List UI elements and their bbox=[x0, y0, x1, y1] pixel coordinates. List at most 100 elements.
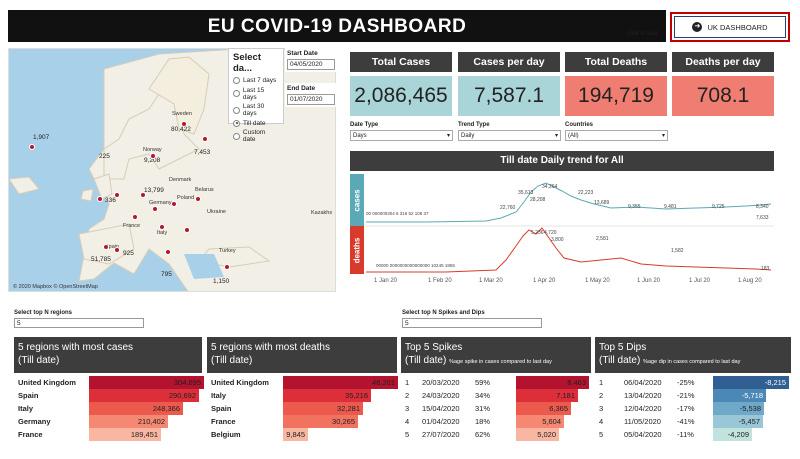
map-value-cyprus: 1,150 bbox=[213, 278, 230, 285]
map-dot[interactable] bbox=[152, 206, 158, 212]
dropdown-arrow-icon: ▾ bbox=[446, 133, 450, 139]
spike-bar: 6,365 bbox=[516, 402, 571, 415]
deaths-zero-label: 00000 0000000000000000 10245 1855 bbox=[376, 263, 455, 268]
map-dot[interactable] bbox=[140, 192, 146, 198]
map-dot[interactable] bbox=[202, 136, 208, 142]
filter-label: Date Type bbox=[350, 122, 379, 128]
deaths-band: deaths bbox=[350, 226, 364, 274]
countries-dropdown[interactable]: (All) ▾ bbox=[565, 130, 668, 141]
region-name: Germany bbox=[18, 417, 51, 426]
top-n-spikes-input[interactable]: 5 bbox=[402, 318, 542, 328]
cases-point-label: 13,689 bbox=[594, 200, 610, 206]
top-n-regions-label: Select top N regions bbox=[14, 310, 73, 316]
map-dot[interactable] bbox=[165, 249, 171, 255]
rank: 1 bbox=[599, 378, 604, 387]
uk-dashboard-button[interactable]: ➜ UK DASHBOARD bbox=[674, 16, 786, 38]
dropdown-arrow-icon: ▾ bbox=[661, 133, 665, 139]
map-dot[interactable] bbox=[97, 196, 103, 202]
x-tick: 1 Feb 20 bbox=[428, 278, 452, 284]
start-date-input[interactable]: 04/05/2020 bbox=[287, 59, 335, 70]
spike-bar: 8,463 bbox=[516, 376, 589, 389]
dips-panel-header: Top 5 Dips (Till date) %age dip in cases … bbox=[595, 337, 791, 373]
map-label-belarus: Belarus bbox=[195, 187, 214, 193]
dashboard-title: EU COVID-19 DASHBOARD bbox=[8, 10, 666, 42]
uk-dashboard-frame: ➜ UK DASHBOARD bbox=[670, 12, 790, 42]
rank: 2 bbox=[405, 391, 410, 400]
top-n-regions-input[interactable]: 5 bbox=[14, 318, 144, 328]
rank: 3 bbox=[405, 404, 410, 413]
map-dot[interactable] bbox=[195, 196, 201, 202]
map-dot[interactable] bbox=[181, 121, 187, 127]
rank: 4 bbox=[599, 417, 604, 426]
map-dot[interactable] bbox=[171, 201, 177, 207]
cases-point-label: 34,264 bbox=[542, 184, 558, 190]
cases-point-label: 9,355 bbox=[628, 204, 641, 210]
map-dot[interactable] bbox=[159, 224, 165, 230]
spike-date: 27/07/2020 bbox=[422, 430, 460, 439]
cases-point-label: 22,223 bbox=[578, 190, 594, 196]
spike-bar: 7,181 bbox=[516, 389, 578, 402]
spike-date: 01/04/2020 bbox=[422, 417, 460, 426]
spike-pct: 18% bbox=[475, 417, 491, 426]
deaths-point-label: 1,582 bbox=[671, 248, 684, 254]
cases-band: cases bbox=[350, 174, 364, 226]
dip-bar: -5,457 bbox=[713, 415, 763, 428]
map-dot[interactable] bbox=[132, 214, 138, 220]
deaths-point-label: 4,720 bbox=[544, 230, 557, 236]
map-label-sweden: Sweden bbox=[172, 111, 192, 117]
radio-custom-date[interactable]: Custom date bbox=[233, 129, 279, 143]
cases-point-label: 8,340 bbox=[756, 204, 769, 210]
dropdown-arrow-icon: ▾ bbox=[554, 133, 558, 139]
x-tick: 1 Aug 20 bbox=[738, 278, 762, 284]
map-dot[interactable] bbox=[184, 227, 190, 233]
dip-date: 11/05/2020 bbox=[624, 417, 661, 426]
map-dot[interactable] bbox=[114, 247, 120, 253]
start-date-label: Start Date bbox=[287, 50, 318, 57]
filter-label: Trend Type bbox=[458, 122, 490, 128]
map-value-denmark: 13,799 bbox=[144, 187, 164, 194]
start-date-box: Start Date 04/05/2020 bbox=[285, 48, 337, 72]
date-type-dropdown[interactable]: Days ▾ bbox=[350, 130, 453, 141]
map-dot[interactable] bbox=[29, 144, 35, 150]
map-dot[interactable] bbox=[224, 264, 230, 270]
map-dot[interactable] bbox=[114, 192, 120, 198]
deaths-bar: 9,845 bbox=[283, 428, 308, 441]
radio-last-30-days[interactable]: Last 30 days bbox=[233, 103, 279, 117]
date-type-filter: Date Type Days ▾ bbox=[350, 122, 453, 141]
map-dot[interactable] bbox=[150, 153, 156, 159]
dip-date: 12/04/2020 bbox=[624, 404, 662, 413]
radio-till-date[interactable]: Till date bbox=[233, 119, 279, 127]
countries-filter: Countries (All) ▾ bbox=[565, 122, 668, 141]
kpi-total-deaths: Total Deaths 194,719 bbox=[565, 52, 667, 118]
x-tick: 1 Jan 20 bbox=[374, 278, 398, 284]
map-value-norway: 9,208 bbox=[144, 157, 161, 164]
dip-date: 13/04/2020 bbox=[624, 391, 662, 400]
kpi-value: 2,086,465 bbox=[350, 76, 452, 116]
region-name: Spain bbox=[18, 391, 39, 400]
cases-bar: 248,366 bbox=[89, 402, 183, 415]
map-label-kazakhstan: Kazakhs bbox=[311, 210, 333, 216]
region-name: Italy bbox=[211, 391, 227, 400]
radio-last-15-days[interactable]: Last 15 days bbox=[233, 87, 279, 101]
map-dot[interactable] bbox=[103, 244, 109, 250]
end-date-input[interactable]: 01/07/2020 bbox=[287, 94, 335, 105]
spike-date: 24/03/2020 bbox=[422, 391, 460, 400]
top-n-spikes-label: Select top N Spikes and Dips bbox=[402, 310, 485, 316]
trend-type-dropdown[interactable]: Daily ▾ bbox=[458, 130, 561, 141]
dip-date: 05/04/2020 bbox=[624, 430, 662, 439]
deaths-bar: 35,216 bbox=[283, 389, 371, 402]
region-name: United Kingdom bbox=[18, 378, 76, 387]
radio-last-7-days[interactable]: Last 7 days bbox=[233, 77, 279, 84]
dip-bar: -5,718 bbox=[713, 389, 766, 402]
end-date-box: End Date 01/07/2020 bbox=[285, 83, 337, 107]
map-label-turkey: Turkey bbox=[219, 248, 236, 254]
deaths-panel-header: 5 regions with most deaths (Till date) bbox=[207, 337, 397, 373]
dips-panel: Top 5 Dips (Till date) %age dip in cases … bbox=[595, 337, 791, 373]
cases-bar: 290,692 bbox=[89, 389, 199, 402]
date-range-selector: Select da... Last 7 days Last 15 days La… bbox=[228, 48, 284, 143]
map-value-uk: 336 bbox=[105, 197, 116, 204]
cases-bar: 210,402 bbox=[89, 415, 168, 428]
trend-plot[interactable]: 00 000000304 6 316 52 106 37 22,760 35,6… bbox=[366, 174, 774, 276]
dip-date: 06/04/2020 bbox=[624, 378, 662, 387]
dip-pct: -21% bbox=[677, 391, 695, 400]
